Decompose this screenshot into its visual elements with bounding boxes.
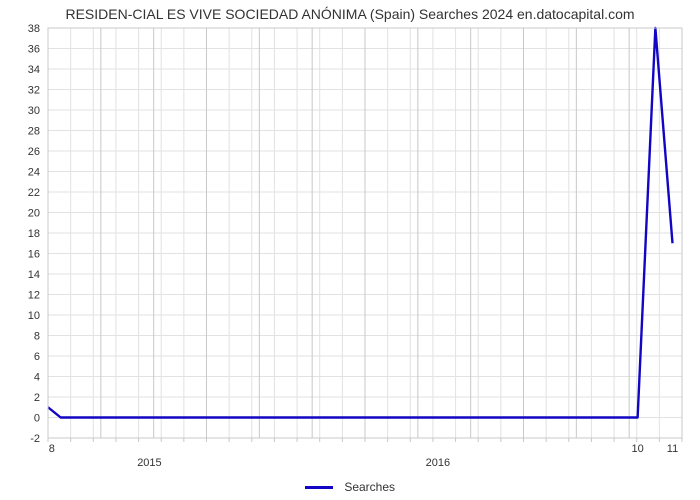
svg-text:34: 34 — [28, 64, 40, 76]
svg-text:14: 14 — [28, 269, 40, 281]
svg-text:32: 32 — [28, 85, 40, 97]
svg-text:28: 28 — [28, 126, 40, 138]
svg-text:6: 6 — [34, 351, 40, 363]
svg-text:24: 24 — [28, 167, 40, 179]
svg-text:30: 30 — [28, 105, 40, 117]
svg-text:18: 18 — [28, 228, 40, 240]
svg-text:-2: -2 — [30, 433, 40, 445]
legend-swatch — [305, 486, 333, 489]
svg-text:2: 2 — [34, 392, 40, 404]
svg-text:2016: 2016 — [426, 457, 450, 469]
svg-text:16: 16 — [28, 249, 40, 261]
svg-text:20: 20 — [28, 208, 40, 220]
svg-text:0: 0 — [34, 413, 40, 425]
svg-text:4: 4 — [34, 372, 40, 384]
legend-label: Searches — [344, 480, 395, 494]
svg-text:26: 26 — [28, 146, 40, 158]
chart-legend: Searches — [0, 480, 700, 494]
svg-text:10: 10 — [28, 310, 40, 322]
svg-text:2015: 2015 — [137, 457, 161, 469]
svg-text:36: 36 — [28, 44, 40, 56]
svg-text:38: 38 — [28, 23, 40, 35]
svg-text:10: 10 — [631, 443, 643, 455]
svg-text:12: 12 — [28, 290, 40, 302]
chart-container: { "chart": { "type": "line", "title": "R… — [0, 0, 700, 500]
svg-text:8: 8 — [49, 443, 55, 455]
svg-text:8: 8 — [34, 331, 40, 343]
svg-text:22: 22 — [28, 187, 40, 199]
svg-text:11: 11 — [667, 443, 678, 455]
line-chart: -202468101214161820222426283032343638810… — [0, 0, 700, 500]
